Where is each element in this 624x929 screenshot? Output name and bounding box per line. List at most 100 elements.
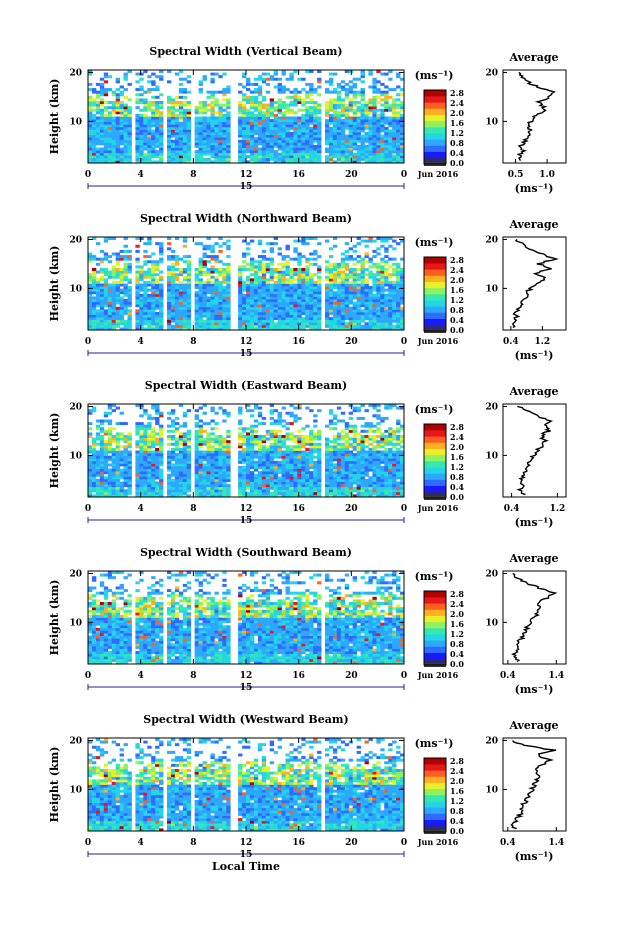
heatmap-cell <box>95 119 101 123</box>
heatmap-cell <box>155 311 160 315</box>
heatmap-cell <box>202 244 207 248</box>
heatmap-cell <box>309 322 314 326</box>
heatmap-cell <box>340 260 346 264</box>
heatmap-cell <box>88 422 93 426</box>
heatmap-cell <box>293 301 298 305</box>
heatmap-cell <box>226 473 231 477</box>
heatmap-cell <box>246 150 251 154</box>
heatmap-cell <box>194 270 199 274</box>
heatmap-cell <box>103 273 109 277</box>
heatmap-cell <box>151 416 156 420</box>
heatmap-cell <box>107 491 113 495</box>
heatmap-cell <box>368 301 373 305</box>
heatmap-cell <box>198 291 203 295</box>
heatmap-cell <box>155 134 160 138</box>
heatmap-cell <box>273 309 278 313</box>
heatmap-cell <box>103 116 109 120</box>
heatmap-cell <box>174 486 180 490</box>
heatmap-cell <box>269 155 275 159</box>
heatmap-cell <box>174 160 180 164</box>
heatmap-cell <box>328 129 334 133</box>
heatmap-cell <box>297 293 302 297</box>
heatmap-cell <box>218 327 223 331</box>
heatmap-cell <box>210 108 215 112</box>
heatmap-cell <box>277 139 282 143</box>
heatmap-cell <box>392 132 397 135</box>
heatmap-cell <box>273 129 278 133</box>
heatmap-cell <box>202 299 207 302</box>
heatmap-cell <box>352 121 357 125</box>
heatmap-cell <box>392 144 397 148</box>
heatmap-cell <box>159 249 164 253</box>
heatmap-cell <box>249 126 255 130</box>
heatmap-cell <box>364 286 369 290</box>
heatmap-cell <box>305 288 310 292</box>
heatmap-cell <box>139 108 144 112</box>
heatmap-cell <box>340 150 346 154</box>
heatmap-cell <box>178 280 184 284</box>
heatmap-cell <box>155 471 160 475</box>
heatmap-cell <box>265 278 271 282</box>
heatmap-cell <box>95 132 101 135</box>
heatmap-cell <box>139 306 144 310</box>
heatmap-cell <box>214 463 219 467</box>
heatmap-cell <box>182 301 188 305</box>
heatmap-cell <box>257 255 263 259</box>
heatmap-cell <box>151 108 156 112</box>
heatmap-cell <box>340 252 346 256</box>
heatmap-cell <box>206 126 211 130</box>
heatmap-cell <box>147 435 152 438</box>
heatmap-cell <box>336 293 342 297</box>
heatmap-cell <box>91 478 97 482</box>
heatmap-cell <box>285 268 290 271</box>
heatmap-cell <box>186 429 192 433</box>
heatmap-cell <box>222 119 227 123</box>
heatmap-cell <box>115 116 120 120</box>
heatmap-cell <box>218 437 223 441</box>
heatmap-cell <box>155 116 160 120</box>
heatmap-cell <box>186 286 192 290</box>
heatmap-cell <box>222 160 227 164</box>
heatmap-cell <box>249 309 255 313</box>
heatmap-cell <box>332 72 338 76</box>
heatmap-cell <box>226 103 231 107</box>
heatmap-cell <box>91 137 97 141</box>
heatmap-cell <box>139 101 144 104</box>
heatmap-cell <box>127 450 132 454</box>
heatmap-cell <box>238 409 243 413</box>
heatmap-cell <box>380 265 385 269</box>
heatmap-cell <box>261 257 267 261</box>
heatmap-cell <box>352 124 357 128</box>
heatmap-cell <box>95 458 101 462</box>
heatmap-cell <box>380 301 385 305</box>
heatmap-cell <box>238 486 243 490</box>
heatmap-cell <box>139 484 144 488</box>
heatmap-cell <box>273 101 278 104</box>
heatmap-cell <box>143 314 148 318</box>
heatmap-cell <box>178 155 184 159</box>
heatmap-cell <box>261 106 267 110</box>
heatmap-cell <box>95 322 101 326</box>
heatmap-cell <box>107 306 113 310</box>
heatmap-cell <box>88 108 93 112</box>
heatmap-cell <box>376 150 381 154</box>
heatmap-cell <box>340 273 346 277</box>
heatmap-cell <box>95 317 101 321</box>
heatmap-cell <box>174 72 180 76</box>
heatmap-cell <box>340 129 346 133</box>
heatmap-cell <box>99 429 105 433</box>
heatmap-cell <box>95 90 101 94</box>
heatmap-cell <box>400 324 405 328</box>
heatmap-cell <box>214 116 219 120</box>
heatmap-cell <box>336 137 342 141</box>
heatmap-cell <box>293 314 298 318</box>
heatmap-cell <box>380 124 385 128</box>
heatmap-cell <box>396 129 401 133</box>
heatmap-cell <box>115 481 120 485</box>
heatmap-cell <box>368 101 373 104</box>
heatmap-cell <box>107 157 113 161</box>
heatmap-cell <box>151 494 156 498</box>
heatmap-cell <box>210 468 215 472</box>
heatmap-cell <box>285 116 290 120</box>
heatmap-cell <box>139 77 144 81</box>
